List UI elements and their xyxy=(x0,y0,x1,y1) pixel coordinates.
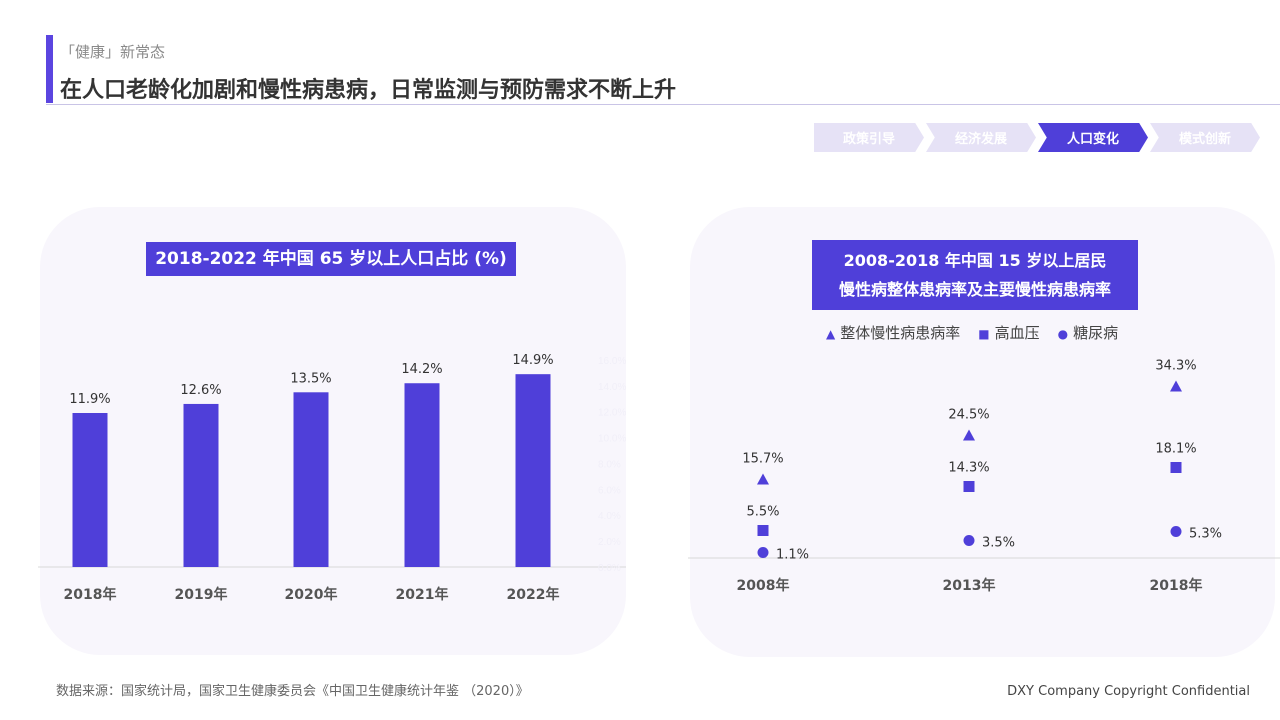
y-tick-label: 16.0% xyxy=(598,356,626,367)
divider xyxy=(46,104,1280,105)
y-tick-label: 2.0% xyxy=(598,537,621,548)
x-tick-label: 2018年 xyxy=(1150,577,1203,594)
bar-data-label: 14.9% xyxy=(512,353,553,368)
bar xyxy=(293,392,329,567)
triangle-point xyxy=(1170,380,1182,392)
accent-bar xyxy=(46,35,53,103)
page-title: 在人口老龄化加剧和慢性病患病，日常监测与预防需求不断上升 xyxy=(60,78,677,103)
bar-data-label: 13.5% xyxy=(290,371,331,386)
point-label: 15.7% xyxy=(742,452,783,467)
triangle-point xyxy=(963,429,975,441)
bar-data-label: 11.9% xyxy=(69,392,110,407)
y-tick-label: 6.0% xyxy=(598,485,621,496)
copyright: DXY Company Copyright Confidential xyxy=(1007,684,1250,699)
scatter-title-line2: 慢性病整体患病率及主要慢性病患病率 xyxy=(838,280,1111,299)
step-population[interactable]: 人口变化 xyxy=(1038,123,1148,152)
bar-chart-title: 2018-2022 年中国 65 岁以上人口占比 (%) xyxy=(146,242,516,276)
y-tick-label: 14.0% xyxy=(598,382,626,393)
data-source: 数据来源：国家统计局，国家卫生健康委员会《中国卫生健康统计年鉴 （2020）》 xyxy=(56,684,529,699)
step-policy[interactable]: 政策引导 xyxy=(814,123,924,152)
progress-steps: 政策引导 经济发展 人口变化 模式创新 xyxy=(814,123,1262,152)
triangle-icon: ▲ xyxy=(826,327,836,341)
bar-data-label: 14.2% xyxy=(401,362,442,377)
square-point xyxy=(757,525,769,536)
point-label: 24.5% xyxy=(948,408,989,423)
y-tick-label: 0.0% xyxy=(598,563,621,574)
bar xyxy=(515,374,551,567)
bar xyxy=(72,413,108,567)
circle-point xyxy=(963,535,975,546)
bar xyxy=(404,383,440,567)
step-model[interactable]: 模式创新 xyxy=(1150,123,1260,152)
point-label: 14.3% xyxy=(948,461,989,476)
y-tick-label: 12.0% xyxy=(598,408,626,419)
square-icon: ■ xyxy=(978,327,990,341)
x-tick-label: 2013年 xyxy=(943,577,996,594)
bar xyxy=(183,403,219,567)
point-label: 5.3% xyxy=(1189,527,1222,542)
scatter-title-line1: 2008-2018 年中国 15 岁以上居民 xyxy=(843,251,1107,270)
legend-item-hypertension: ■ 高血压 xyxy=(978,324,1040,342)
bar-data-label: 12.6% xyxy=(180,383,221,398)
x-tick-label: 2022年 xyxy=(507,586,560,603)
point-label: 18.1% xyxy=(1155,442,1196,457)
y-tick-label: 4.0% xyxy=(598,511,621,522)
circle-point xyxy=(757,547,769,558)
scatter-chart-title: 2008-2018 年中国 15 岁以上居民 慢性病整体患病率及主要慢性病患病率 xyxy=(812,240,1138,310)
scatter-legend: ▲ 整体慢性病患病率 ■ 高血压 ● 糖尿病 xyxy=(826,322,1118,343)
circle-point xyxy=(1170,526,1182,537)
square-point xyxy=(963,481,975,492)
square-point xyxy=(1170,462,1182,473)
circle-icon: ● xyxy=(1057,327,1069,341)
point-label: 1.1% xyxy=(776,548,809,563)
x-tick-label: 2008年 xyxy=(737,577,790,594)
legend-item-diabetes: ● 糖尿病 xyxy=(1057,324,1119,342)
x-tick-label: 2021年 xyxy=(396,586,449,603)
y-tick-label: 10.0% xyxy=(598,434,626,445)
step-economy[interactable]: 经济发展 xyxy=(926,123,1036,152)
point-label: 5.5% xyxy=(746,505,779,520)
triangle-point xyxy=(757,473,769,485)
x-tick-label: 2018年 xyxy=(64,586,117,603)
legend-item-overall: ▲ 整体慢性病患病率 xyxy=(826,324,961,342)
point-label: 3.5% xyxy=(982,536,1015,551)
point-label: 34.3% xyxy=(1155,359,1196,374)
x-tick-label: 2019年 xyxy=(175,586,228,603)
y-tick-label: 8.0% xyxy=(598,459,621,470)
x-tick-label: 2020年 xyxy=(285,586,338,603)
section-kicker: 「健康」新常态 xyxy=(60,43,166,61)
